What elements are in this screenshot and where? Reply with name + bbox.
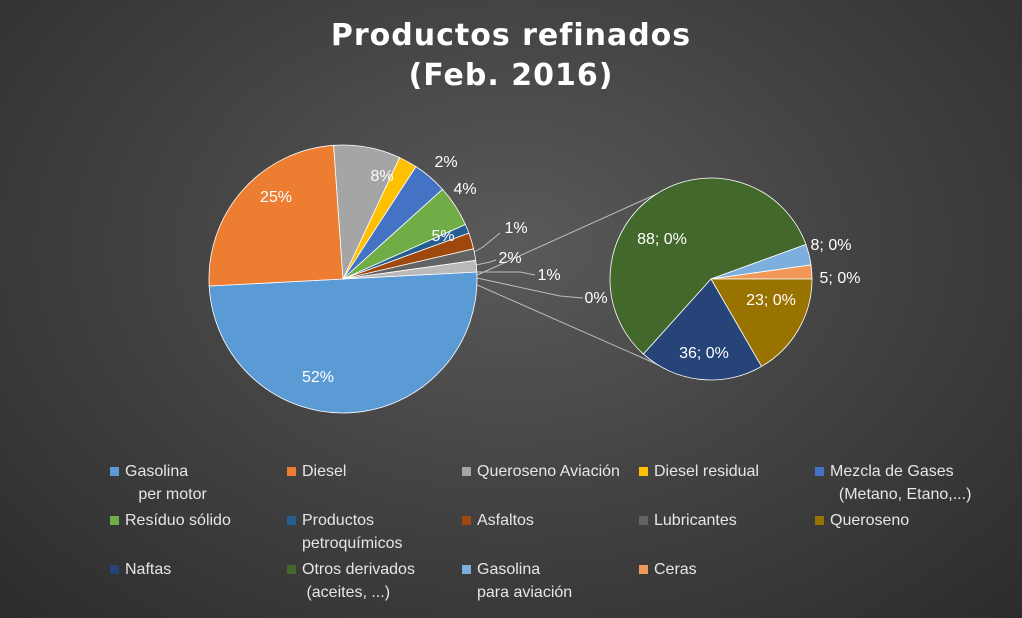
legend-item-lubricantes: Lubricantes bbox=[639, 509, 737, 532]
legend-item-naftas: Naftas bbox=[110, 558, 171, 581]
legend-swatch bbox=[287, 467, 296, 476]
data-label-ceras: 5; 0% bbox=[820, 270, 861, 287]
slice-diesel bbox=[208, 144, 344, 287]
leader-line bbox=[473, 232, 501, 253]
legend-item-diesel-residual: Diesel residual bbox=[639, 460, 759, 483]
data-label-lubricantes: 1% bbox=[537, 267, 560, 284]
connector-line-bottom bbox=[474, 283, 671, 371]
legend-label: Gasolina per motor bbox=[125, 463, 207, 503]
legend-swatch bbox=[462, 565, 471, 574]
data-label-other-secondary-pie: 0% bbox=[584, 290, 607, 307]
legend-swatch bbox=[462, 467, 471, 476]
data-label-productos-petroquimicos: 1% bbox=[504, 220, 527, 237]
legend-label: Naftas bbox=[125, 561, 172, 578]
legend-swatch bbox=[110, 467, 119, 476]
legend-label: Gasolina para aviación bbox=[477, 561, 573, 601]
data-label-diesel-residual: 2% bbox=[434, 154, 457, 171]
slice-gasolina-per-motor bbox=[208, 271, 478, 414]
legend-item-queroseno-aviacion: Queroseno Aviación bbox=[462, 460, 620, 483]
legend-swatch bbox=[110, 516, 119, 525]
data-label-gasolina-para-aviacion: 8; 0% bbox=[811, 237, 852, 254]
chart-title: Productos refinados bbox=[330, 18, 692, 53]
slice-naftas bbox=[642, 278, 763, 381]
legend-item-mezcla-de-gases-metano-etano: Mezcla de Gases (Metano, Etano,...) bbox=[815, 460, 971, 506]
legend-label: Queroseno Aviación bbox=[477, 463, 620, 480]
leader-line bbox=[477, 271, 536, 276]
legend-item-asfaltos: Asfaltos bbox=[462, 509, 534, 532]
data-label-naftas: 36; 0% bbox=[679, 345, 729, 362]
slice-queroseno bbox=[710, 278, 813, 368]
chart-subtitle: (Feb. 2016) bbox=[408, 58, 614, 93]
legend-label: Diesel residual bbox=[654, 463, 759, 480]
slice-otros-derivados-aceites bbox=[609, 177, 807, 355]
legend-swatch bbox=[639, 516, 648, 525]
legend-label: Productos petroquímicos bbox=[302, 512, 403, 552]
data-label-asfaltos: 2% bbox=[498, 250, 521, 267]
data-label-otros-derivados-aceites: 88; 0% bbox=[637, 231, 687, 248]
legend-swatch bbox=[462, 516, 471, 525]
connector-line-top bbox=[474, 187, 671, 277]
leader-line bbox=[476, 277, 584, 299]
legend-label: Queroseno bbox=[830, 512, 910, 529]
data-label-mezcla-de-gases-metano-etano: 4% bbox=[453, 181, 476, 198]
legend-label: Mezcla de Gases (Metano, Etano,...) bbox=[830, 463, 972, 503]
legend-swatch bbox=[815, 467, 824, 476]
data-label-gasolina-per-motor: 52% bbox=[302, 369, 334, 386]
slice-other-secondary-pie bbox=[342, 259, 478, 280]
legend-label: Resíduo sólido bbox=[125, 512, 231, 529]
legend-item-otros-derivados-aceites: Otros derivados (aceites, ...) bbox=[287, 558, 415, 604]
legend-label: Ceras bbox=[654, 561, 697, 578]
legend-swatch bbox=[287, 516, 296, 525]
legend-label: Otros derivados (aceites, ...) bbox=[302, 561, 415, 601]
legend-item-queroseno: Queroseno bbox=[815, 509, 909, 532]
legend-item-gasolina-para-aviacion: Gasolina para aviación bbox=[462, 558, 572, 604]
legend-swatch bbox=[639, 467, 648, 476]
data-label-residuo-solido: 5% bbox=[431, 228, 454, 245]
legend-swatch bbox=[639, 565, 648, 574]
leader-line bbox=[475, 259, 497, 266]
legend-swatch bbox=[815, 516, 824, 525]
legend-item-ceras: Ceras bbox=[639, 558, 697, 581]
legend-label: Lubricantes bbox=[654, 512, 737, 529]
legend-label: Diesel bbox=[302, 463, 347, 480]
legend-item-diesel: Diesel bbox=[287, 460, 346, 483]
legend-label: Asfaltos bbox=[477, 512, 534, 529]
data-label-queroseno-aviacion: 8% bbox=[370, 168, 393, 185]
data-label-queroseno: 23; 0% bbox=[746, 292, 796, 309]
legend-swatch bbox=[110, 565, 119, 574]
legend-item-productos-petroquimicos: Productos petroquímicos bbox=[287, 509, 403, 555]
legend-item-residuo-solido: Resíduo sólido bbox=[110, 509, 231, 532]
data-label-diesel: 25% bbox=[260, 189, 292, 206]
legend-item-gasolina-per-motor: Gasolina per motor bbox=[110, 460, 207, 506]
legend-swatch bbox=[287, 565, 296, 574]
